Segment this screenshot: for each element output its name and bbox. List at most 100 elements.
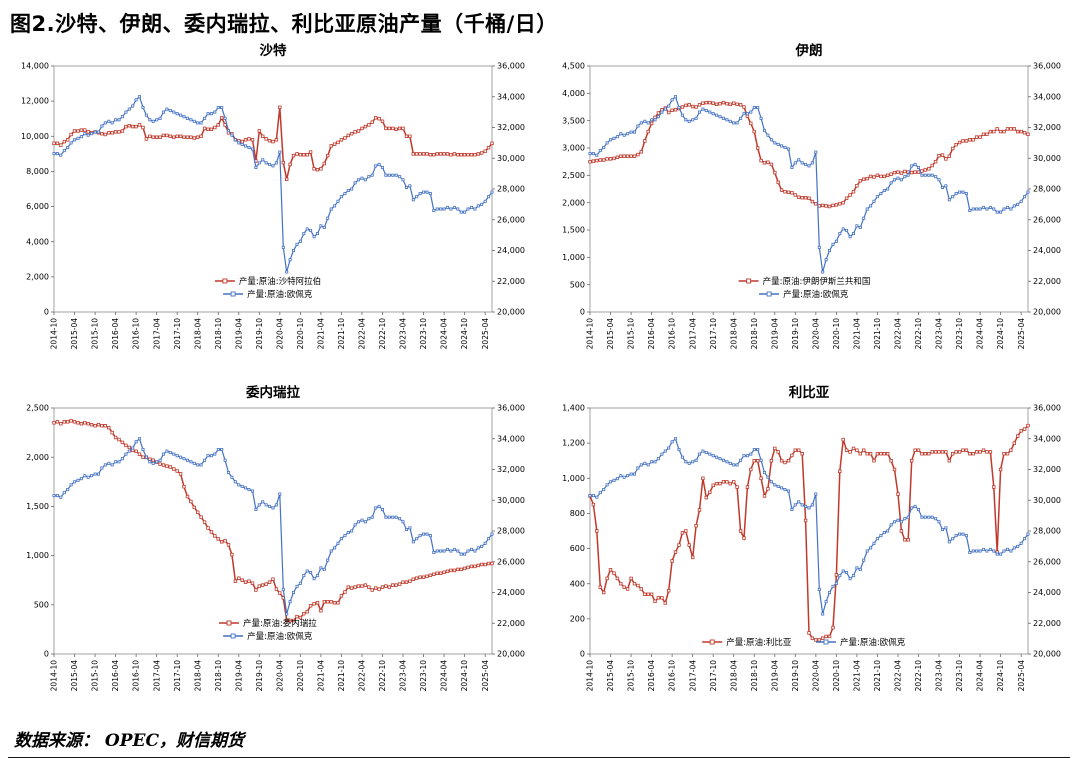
svg-text:4,500: 4,500 [562,62,585,71]
svg-text:3,000: 3,000 [562,144,585,153]
svg-text:2025-04: 2025-04 [481,660,490,692]
svg-text:36,000: 36,000 [1033,404,1061,413]
svg-text:2019-04: 2019-04 [234,660,243,692]
svg-text:2024-04: 2024-04 [976,660,985,692]
svg-text:500: 500 [570,280,585,289]
svg-text:2019-10: 2019-10 [791,660,800,692]
svg-text:28,000: 28,000 [497,527,525,536]
svg-text:2016-04: 2016-04 [111,318,120,350]
svg-text:2,000: 2,000 [26,272,49,281]
svg-text:2023-10: 2023-10 [419,318,428,350]
svg-text:2023-10: 2023-10 [419,660,428,692]
svg-text:2020-10: 2020-10 [296,318,305,350]
svg-text:30,000: 30,000 [1033,496,1061,505]
svg-text:2017-10: 2017-10 [173,660,182,692]
svg-text:36,000: 36,000 [497,404,525,413]
svg-text:2024-10: 2024-10 [460,318,469,350]
svg-text:2018-04: 2018-04 [729,660,738,692]
svg-text:24,000: 24,000 [1033,588,1061,597]
svg-text:2023-04: 2023-04 [399,660,408,692]
svg-text:32,000: 32,000 [497,465,525,474]
svg-text:2,500: 2,500 [562,171,585,180]
svg-text:2021-04: 2021-04 [853,660,862,692]
svg-text:2017-04: 2017-04 [152,318,161,350]
svg-text:2015-04: 2015-04 [70,318,79,350]
svg-text:产量:原油:欧佩克: 产量:原油:欧佩克 [840,637,906,648]
svg-text:2022-10: 2022-10 [914,660,923,692]
svg-text:2021-10: 2021-10 [337,318,346,350]
svg-text:2019-04: 2019-04 [770,660,779,692]
svg-text:2020-04: 2020-04 [275,660,284,692]
svg-text:32,000: 32,000 [1033,123,1061,132]
svg-text:2020-10: 2020-10 [832,660,841,692]
svg-text:2017-10: 2017-10 [709,660,718,692]
svg-text:2019-10: 2019-10 [255,318,264,350]
svg-text:产量:原油:欧佩克: 产量:原油:欧佩克 [247,631,313,642]
svg-text:1,000: 1,000 [26,551,49,560]
svg-text:26,000: 26,000 [497,557,525,566]
chart-saudi-canvas: 0 2,000 4,000 6,000 8,000 10,000 12,000 14,000 2… [21,62,525,350]
svg-text:2,000: 2,000 [562,198,585,207]
svg-text:产量:原油:委内瑞拉: 产量:原油:委内瑞拉 [243,618,317,629]
svg-text:22,000: 22,000 [497,277,525,286]
svg-text:产量:原油:欧佩克: 产量:原油:欧佩克 [783,289,849,300]
svg-text:2020-10: 2020-10 [296,660,305,692]
chart-venezuela: 委内瑞拉 0 500 1,000 1,500 2,000 2,500 20,000 22,00… [8,384,538,726]
svg-text:6,000: 6,000 [26,202,49,211]
svg-text:2021-04: 2021-04 [317,660,326,692]
svg-text:2018-04: 2018-04 [729,318,738,350]
charts-grid: 沙特 0 2,000 4,000 6,000 8,000 10,000 12,000 14,0… [8,42,1070,726]
svg-text:2,000: 2,000 [26,453,49,462]
svg-text:2017-04: 2017-04 [688,660,697,692]
svg-text:30,000: 30,000 [497,496,525,505]
svg-text:2,500: 2,500 [26,404,49,413]
svg-text:20,000: 20,000 [1033,650,1061,659]
svg-text:2015-10: 2015-10 [91,318,100,350]
svg-text:2022-04: 2022-04 [894,660,903,692]
svg-text:2014-10: 2014-10 [50,318,59,350]
svg-text:2020-10: 2020-10 [832,318,841,350]
svg-text:2024-04: 2024-04 [440,660,449,692]
svg-text:24,000: 24,000 [497,588,525,597]
svg-text:2014-10: 2014-10 [586,660,595,692]
svg-text:1,000: 1,000 [562,474,585,483]
svg-text:600: 600 [570,544,585,553]
svg-text:2016-10: 2016-10 [668,318,677,350]
svg-text:14,000: 14,000 [21,62,49,71]
svg-text:2021-10: 2021-10 [337,660,346,692]
svg-text:2018-10: 2018-10 [214,660,223,692]
svg-text:2015-04: 2015-04 [70,660,79,692]
svg-text:2015-10: 2015-10 [627,318,636,350]
svg-text:2023-04: 2023-04 [399,318,408,350]
svg-text:2019-10: 2019-10 [791,318,800,350]
svg-text:22,000: 22,000 [1033,619,1061,628]
svg-text:36,000: 36,000 [1033,62,1061,71]
svg-text:3,500: 3,500 [562,116,585,125]
svg-text:2021-04: 2021-04 [853,318,862,350]
svg-text:2019-04: 2019-04 [770,318,779,350]
svg-text:200: 200 [570,614,585,623]
svg-text:1,500: 1,500 [26,502,49,511]
svg-text:1,000: 1,000 [562,253,585,262]
svg-text:2020-04: 2020-04 [811,318,820,350]
svg-text:2022-10: 2022-10 [378,660,387,692]
svg-text:2023-10: 2023-10 [955,318,964,350]
svg-text:产量:原油:沙特阿拉伯: 产量:原油:沙特阿拉伯 [239,276,321,287]
svg-text:2021-10: 2021-10 [873,318,882,350]
svg-text:2024-10: 2024-10 [996,660,1005,692]
svg-text:2024-04: 2024-04 [976,318,985,350]
svg-text:2014-10: 2014-10 [50,660,59,692]
chart-saudi-title: 沙特 [259,43,287,59]
svg-text:产量:原油:利比亚: 产量:原油:利比亚 [726,637,792,648]
svg-text:2024-04: 2024-04 [440,318,449,350]
svg-text:0: 0 [44,650,49,659]
chart-iran: 伊朗 0 500 1,000 1,500 2,000 2,500 3,000 3,500 4,0… [544,42,1074,384]
svg-text:24,000: 24,000 [497,246,525,255]
svg-text:2016-04: 2016-04 [647,318,656,350]
svg-text:0: 0 [44,308,49,317]
svg-text:2017-10: 2017-10 [173,318,182,350]
svg-text:4,000: 4,000 [26,237,49,246]
figure-title: 图2.沙特、伊朗、委内瑞拉、利比亚原油产量（千桶/日） [10,12,558,36]
svg-text:28,000: 28,000 [1033,185,1061,194]
chart-venezuela-canvas: 0 500 1,000 1,500 2,000 2,500 20,000 22,000 24,0… [26,404,525,692]
